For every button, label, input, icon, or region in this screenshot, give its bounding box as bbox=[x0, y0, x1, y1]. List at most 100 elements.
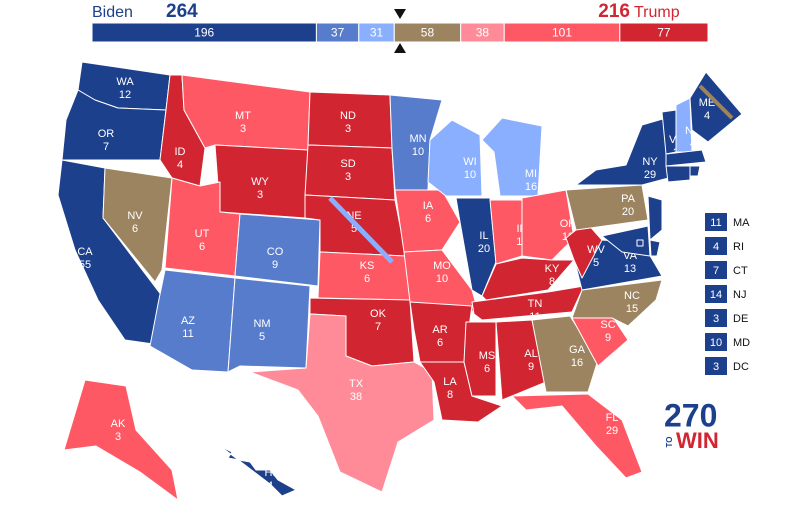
state-box[interactable] bbox=[705, 333, 727, 351]
state-shape[interactable] bbox=[227, 277, 311, 373]
state-ev: 3 bbox=[713, 313, 719, 325]
state-shape[interactable] bbox=[403, 249, 479, 313]
state-abbr: MT bbox=[235, 110, 251, 122]
state-box[interactable] bbox=[705, 213, 727, 231]
state-shape[interactable] bbox=[463, 321, 497, 397]
district-stripe bbox=[698, 84, 734, 120]
state-shape[interactable] bbox=[665, 149, 707, 167]
biden-label: Biden bbox=[92, 4, 133, 21]
state-ev: 4 bbox=[267, 480, 273, 492]
state-shape[interactable] bbox=[164, 177, 241, 277]
state-ev: 13 bbox=[624, 263, 636, 275]
state-abbr: AZ bbox=[181, 315, 195, 327]
state-ev: 6 bbox=[364, 273, 370, 285]
state-ev: 9 bbox=[528, 361, 534, 373]
state-abbr: ID bbox=[175, 146, 186, 158]
state-ev: 16 bbox=[571, 357, 583, 369]
state-box[interactable] bbox=[705, 285, 727, 303]
state-abbr: OK bbox=[370, 308, 387, 320]
state-ev: 6 bbox=[132, 223, 138, 235]
state-abbr: TN bbox=[528, 298, 543, 310]
state-shape[interactable] bbox=[521, 189, 575, 261]
state-abbr: DC bbox=[733, 361, 749, 373]
state-shape[interactable] bbox=[427, 119, 483, 197]
bar-segment-label: 101 bbox=[552, 26, 572, 40]
state-abbr: CA bbox=[77, 246, 93, 258]
state-shape[interactable] bbox=[601, 225, 651, 257]
state-shape[interactable] bbox=[636, 239, 644, 247]
state-abbr: NY bbox=[642, 156, 658, 168]
state-shape[interactable] bbox=[394, 189, 461, 253]
state-shape[interactable] bbox=[102, 167, 173, 283]
state-shape[interactable] bbox=[647, 195, 663, 241]
state-shape[interactable] bbox=[689, 165, 701, 177]
state-ev: 20 bbox=[478, 243, 490, 255]
vote-bar: 196 37 31 58 38 101 77 bbox=[91, 22, 709, 43]
bar-segment-label: 77 bbox=[657, 26, 671, 40]
state-abbr: KS bbox=[360, 260, 375, 272]
state-ev: 7 bbox=[375, 321, 381, 333]
state-ev: 10 bbox=[464, 169, 476, 181]
state-shape[interactable] bbox=[665, 165, 691, 183]
state-ev: 6 bbox=[199, 241, 205, 253]
state-ev: 7 bbox=[713, 265, 719, 277]
state-abbr: AR bbox=[432, 324, 447, 336]
state-abbr: SC bbox=[600, 319, 615, 331]
state-box[interactable] bbox=[705, 237, 727, 255]
state-abbr: FL bbox=[606, 412, 619, 424]
state-ev: 5 bbox=[593, 257, 599, 269]
state-abbr: WV bbox=[587, 244, 605, 256]
state-shape[interactable] bbox=[649, 239, 661, 257]
state-ev: 8 bbox=[447, 389, 453, 401]
state-abbr: UT bbox=[195, 228, 210, 240]
bar-segment bbox=[619, 22, 709, 43]
state-ev: 14 bbox=[710, 289, 722, 301]
state-ev: 8 bbox=[549, 276, 555, 288]
state-abbr: RI bbox=[733, 241, 744, 253]
state-abbr: SD bbox=[340, 158, 355, 170]
state-ev: 3 bbox=[115, 431, 121, 443]
state-abbr: PA bbox=[621, 193, 636, 205]
state-abbr: TX bbox=[349, 378, 364, 390]
state-ev: 10 bbox=[436, 273, 448, 285]
state-abbr: WY bbox=[251, 176, 269, 188]
trump-votes: 216 bbox=[598, 1, 630, 22]
state-shape[interactable] bbox=[249, 313, 435, 493]
state-ev: 29 bbox=[606, 425, 618, 437]
state-shape[interactable] bbox=[234, 213, 321, 287]
state-abbr: WI bbox=[463, 156, 476, 168]
state-shape[interactable] bbox=[565, 184, 649, 231]
marker-top bbox=[394, 9, 406, 19]
state-abbr: OR bbox=[98, 128, 115, 140]
state-shape[interactable] bbox=[219, 445, 297, 497]
state-abbr: MS bbox=[479, 350, 496, 362]
state-ev: 5 bbox=[351, 223, 357, 235]
state-ev: 10 bbox=[710, 337, 722, 349]
state-ev: 11 bbox=[529, 311, 540, 323]
state-abbr: MD bbox=[733, 337, 750, 349]
state-ev: 11 bbox=[182, 328, 193, 340]
state-shape[interactable] bbox=[63, 379, 179, 501]
bar-segment-label: 31 bbox=[370, 26, 384, 40]
state-abbr: HI bbox=[265, 467, 276, 479]
state-shape[interactable] bbox=[495, 319, 547, 401]
state-ev: 9 bbox=[605, 332, 611, 344]
state-shape[interactable] bbox=[575, 117, 677, 186]
state-ev: 11 bbox=[710, 217, 721, 229]
state-shape[interactable] bbox=[511, 393, 643, 479]
state-shape[interactable] bbox=[571, 279, 663, 327]
state-ev: 4 bbox=[713, 241, 719, 253]
state-box[interactable] bbox=[705, 309, 727, 327]
state-abbr: MO bbox=[433, 260, 451, 272]
state-box[interactable] bbox=[705, 357, 727, 375]
state-abbr: AK bbox=[111, 418, 126, 430]
logo-number: 270 bbox=[664, 397, 717, 433]
state-ev: 12 bbox=[119, 89, 131, 101]
state-ev: 4 bbox=[690, 138, 696, 150]
state-ev: 10 bbox=[412, 146, 424, 158]
state-shape[interactable] bbox=[471, 285, 585, 321]
state-ev: 3 bbox=[713, 361, 719, 373]
state-abbr: AL bbox=[524, 348, 537, 360]
state-abbr: MA bbox=[733, 217, 750, 229]
state-box[interactable] bbox=[705, 261, 727, 279]
